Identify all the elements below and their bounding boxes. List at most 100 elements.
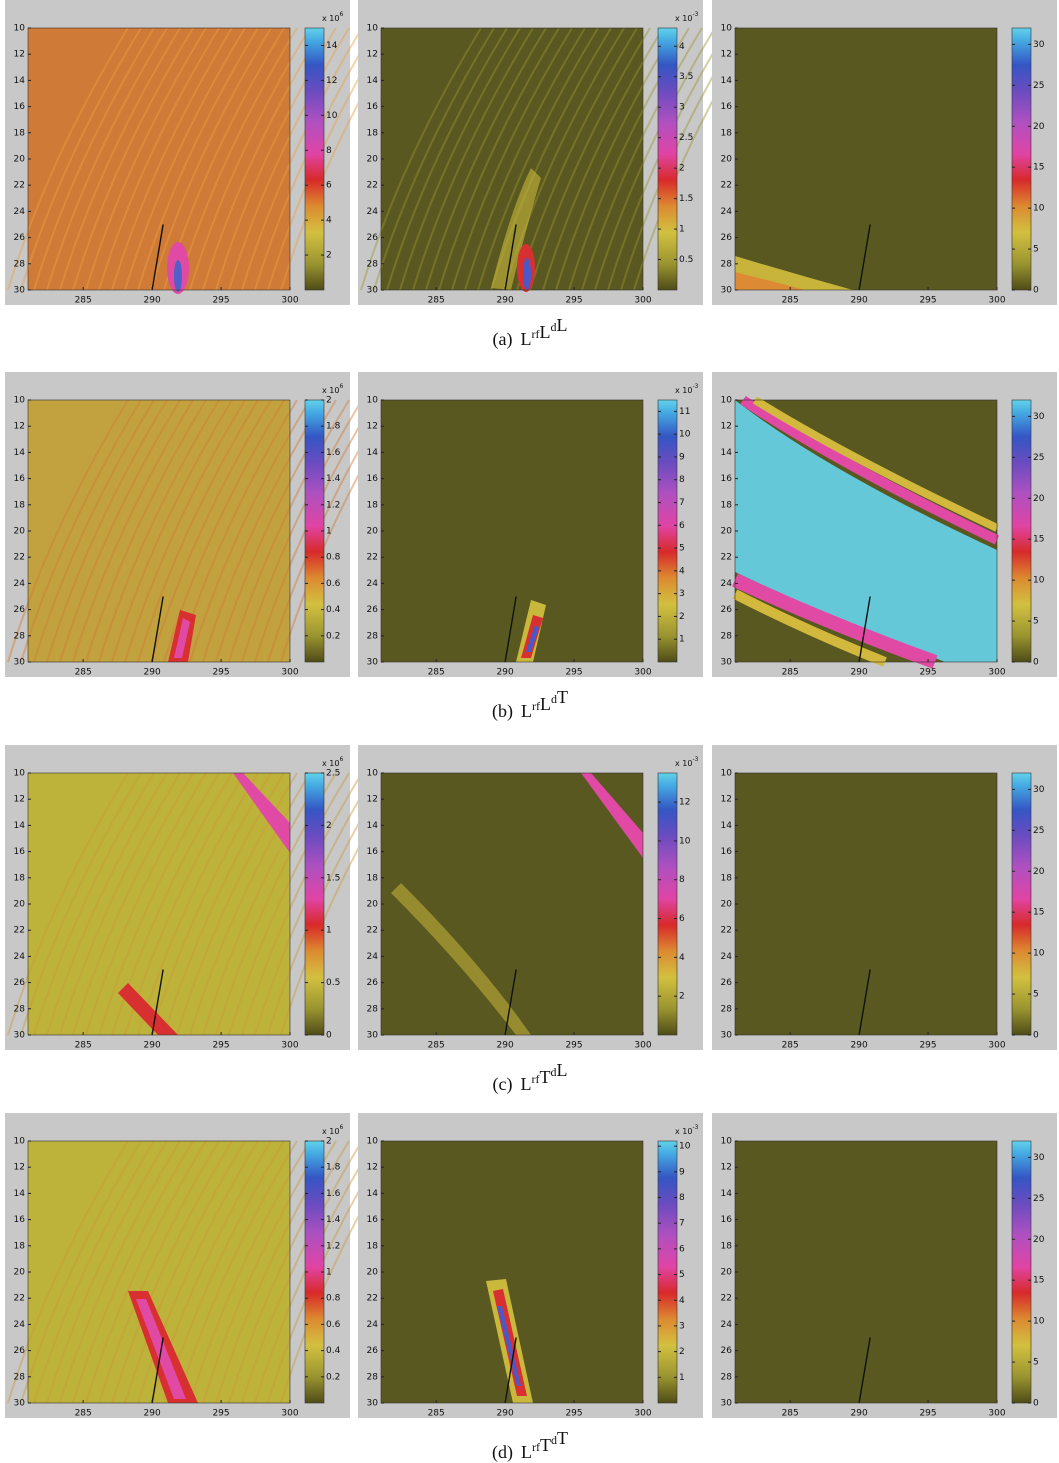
colorbar-tick-label: 4 bbox=[679, 566, 685, 576]
y-tick-label: 30 bbox=[14, 1031, 26, 1041]
texture-stripe bbox=[124, 1140, 246, 1404]
texture-stripe bbox=[59, 772, 181, 1036]
colorbar-tick-label: 5 bbox=[1033, 990, 1039, 1000]
colorbar-tick-label: 2 bbox=[326, 251, 332, 261]
colorbar-tick-label: 3 bbox=[679, 103, 685, 113]
x-tick-label: 290 bbox=[497, 1041, 514, 1051]
colorbar-scale: x 106 bbox=[322, 383, 343, 395]
colorbar-tick-label: 1.8 bbox=[326, 422, 341, 432]
colorbar-tick-label: 15 bbox=[1033, 1276, 1044, 1286]
x-tick-label: 285 bbox=[782, 668, 799, 678]
texture-stripe bbox=[85, 27, 207, 291]
caption-superscript: d bbox=[551, 1433, 557, 1447]
y-tick-label: 30 bbox=[367, 1399, 379, 1409]
texture-stripe bbox=[241, 27, 363, 291]
y-tick-label: 12 bbox=[721, 795, 732, 805]
texture-stripe bbox=[7, 399, 129, 663]
scale-base: x 10 bbox=[322, 14, 339, 23]
x-tick-label: 290 bbox=[497, 1409, 514, 1419]
y-tick-label: 28 bbox=[721, 631, 733, 641]
y-tick-label: 24 bbox=[14, 579, 26, 589]
scale-base: x 10 bbox=[322, 1127, 339, 1136]
texture-stripe bbox=[20, 399, 142, 663]
colorbar-scale: x 10-3 bbox=[675, 756, 699, 768]
x-tick-label: 290 bbox=[851, 668, 868, 678]
colorbar-tick-label: 2 bbox=[326, 821, 332, 831]
y-tick-label: 14 bbox=[367, 76, 379, 86]
texture-stripe bbox=[98, 772, 220, 1036]
x-tick-label: 300 bbox=[988, 1041, 1005, 1051]
scale-base: x 10 bbox=[322, 386, 339, 395]
colorbar-tick-label: 1 bbox=[679, 635, 685, 645]
texture-stripe bbox=[111, 399, 233, 663]
x-tick-label: 290 bbox=[144, 296, 161, 306]
y-tick-label: 20 bbox=[367, 155, 379, 165]
caption: (c) LrfTdL bbox=[493, 1060, 568, 1095]
y-tick-label: 16 bbox=[14, 847, 26, 857]
caption-symbol: L bbox=[556, 1060, 567, 1080]
colorbar-scale: x 10-3 bbox=[675, 1124, 699, 1136]
y-tick-label: 24 bbox=[14, 952, 26, 962]
y-tick-label: 10 bbox=[14, 769, 26, 779]
y-tick-label: 28 bbox=[14, 1004, 26, 1014]
y-tick-label: 16 bbox=[721, 847, 733, 857]
y-tick-label: 12 bbox=[14, 422, 25, 432]
caption-tag: (b) bbox=[492, 701, 513, 722]
texture-stripe bbox=[111, 772, 233, 1036]
texture-stripe bbox=[176, 772, 298, 1036]
texture-stripe bbox=[20, 27, 142, 291]
caption-symbol: L bbox=[521, 1442, 532, 1462]
y-tick-label: 16 bbox=[367, 1215, 379, 1225]
colorbar-tick-label: 0 bbox=[1033, 286, 1039, 296]
colorbar-tick-label: 15 bbox=[1033, 535, 1044, 545]
x-tick-label: 285 bbox=[75, 1409, 92, 1419]
scale-exponent: -3 bbox=[692, 383, 698, 390]
colorbar-tick-label: 0.8 bbox=[326, 553, 341, 563]
x-tick-label: 300 bbox=[634, 1409, 651, 1419]
colorbar-tick-label: 0.4 bbox=[326, 1346, 341, 1356]
y-tick-label: 24 bbox=[367, 579, 379, 589]
y-tick-label: 10 bbox=[721, 769, 733, 779]
colorbar bbox=[657, 1140, 678, 1404]
x-tick-label: 285 bbox=[428, 296, 445, 306]
texture-stripe bbox=[85, 772, 207, 1036]
y-tick-label: 20 bbox=[14, 1268, 26, 1278]
colorbar-tick-label: 0.5 bbox=[679, 255, 693, 265]
texture-stripe bbox=[124, 399, 246, 663]
caption-superscript: rf bbox=[531, 1072, 539, 1086]
colorbar-tick-label: 0.2 bbox=[326, 631, 340, 641]
colorbar-tick-label: 7 bbox=[679, 498, 685, 508]
colorbar-tick-label: 12 bbox=[326, 76, 337, 86]
caption-superscript: rf bbox=[531, 327, 539, 341]
scale-exponent: -3 bbox=[692, 1124, 698, 1131]
colorbar-tick-label: 20 bbox=[1033, 867, 1045, 877]
y-tick-label: 12 bbox=[721, 422, 732, 432]
x-tick-label: 300 bbox=[634, 296, 651, 306]
hot-spot bbox=[233, 773, 290, 853]
colorbar-tick-label: 25 bbox=[1033, 1194, 1044, 1204]
x-tick-label: 300 bbox=[281, 296, 298, 306]
x-tick-label: 290 bbox=[144, 1041, 161, 1051]
caption-symbol: L bbox=[520, 1074, 531, 1094]
caption-symbol: T bbox=[557, 1428, 568, 1448]
colorbar-scale: x 10-3 bbox=[675, 383, 699, 395]
y-tick-label: 16 bbox=[14, 474, 26, 484]
x-tick-label: 290 bbox=[497, 296, 514, 306]
marker-line bbox=[151, 224, 164, 291]
colorbar-tick-label: 0.5 bbox=[326, 978, 340, 988]
y-tick-label: 26 bbox=[367, 233, 379, 243]
texture-stripe bbox=[373, 27, 495, 291]
texture-stripe bbox=[360, 27, 482, 291]
colorbar-tick-label: 12 bbox=[679, 798, 690, 808]
colorbar bbox=[1011, 772, 1032, 1036]
y-tick-label: 14 bbox=[367, 1189, 379, 1199]
y-tick-label: 10 bbox=[14, 1137, 26, 1147]
texture-stripe bbox=[137, 27, 259, 291]
y-tick-label: 22 bbox=[367, 553, 378, 563]
colorbar bbox=[1011, 27, 1032, 291]
texture-stripe bbox=[202, 772, 324, 1036]
y-tick-label: 20 bbox=[367, 900, 379, 910]
